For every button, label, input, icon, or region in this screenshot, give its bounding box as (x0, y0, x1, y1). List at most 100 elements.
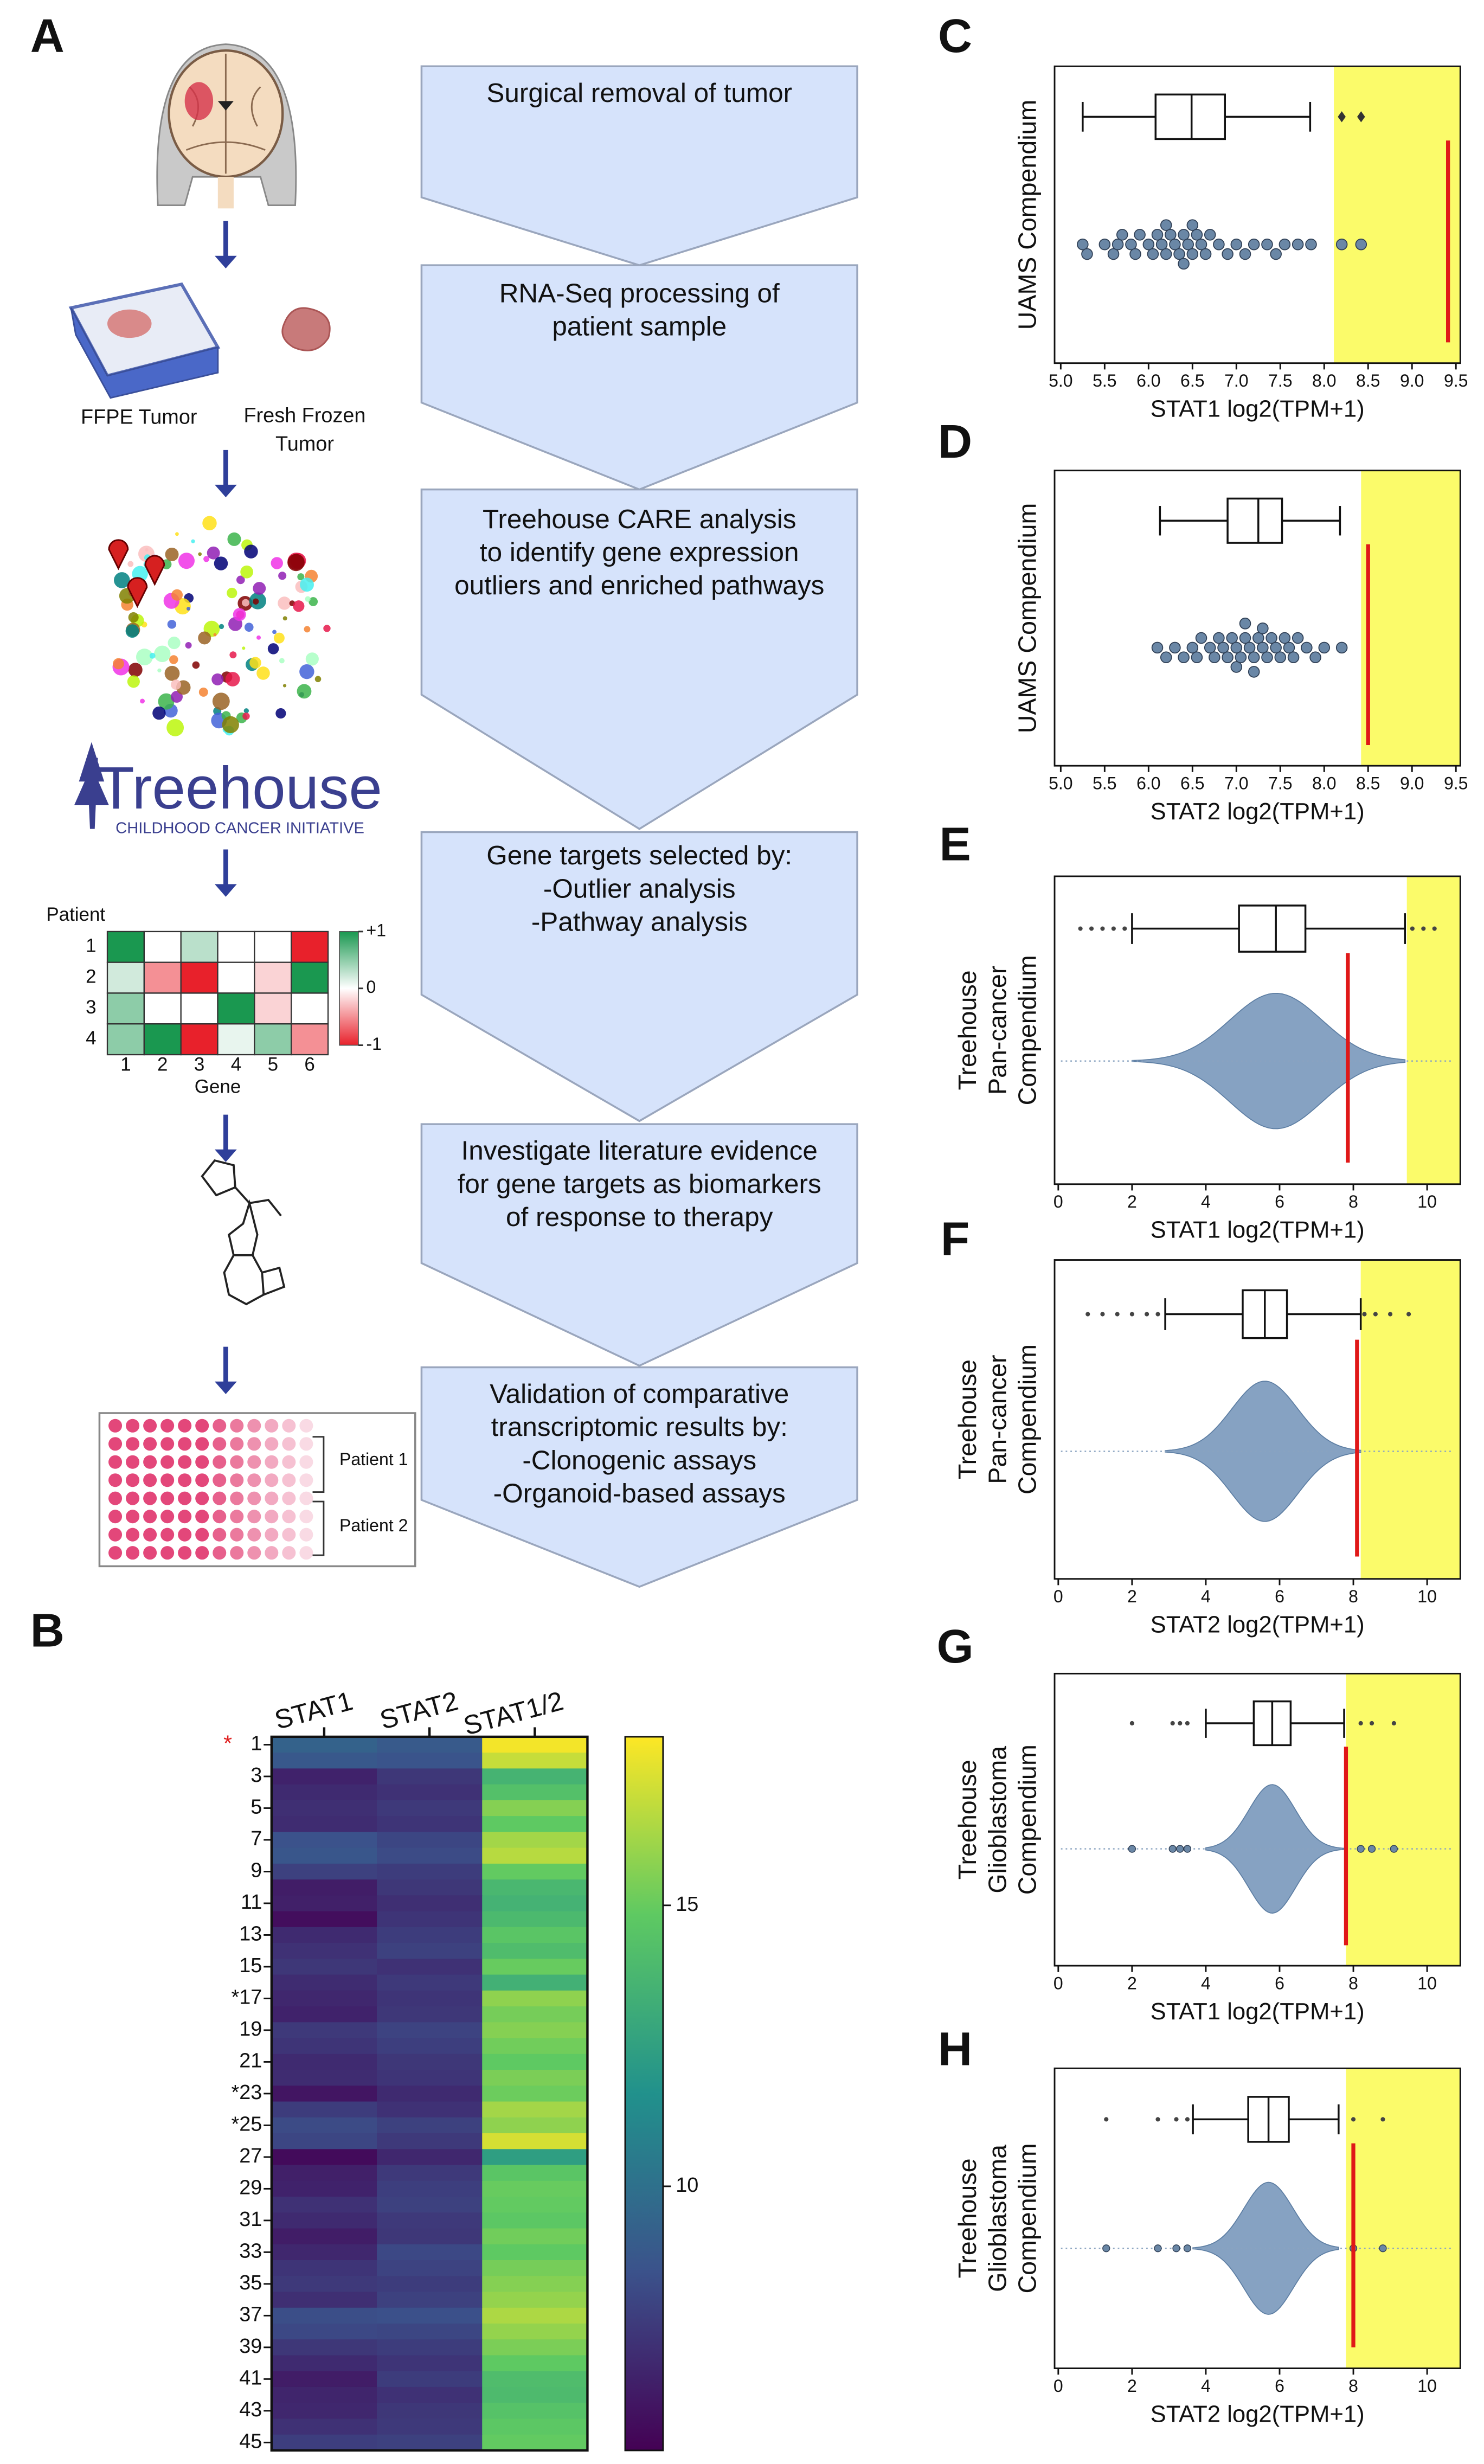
swarm-point (1230, 641, 1243, 654)
neck (217, 177, 234, 209)
heatmap-cell (377, 2197, 483, 2213)
x-axis-label: STAT1 log2(TPM+1) (1151, 1998, 1365, 2025)
well (126, 1510, 140, 1524)
x-tick-label: 6 (1275, 1973, 1284, 1993)
outlier-point (1168, 1845, 1177, 1853)
swarm-point (1257, 622, 1269, 634)
swarm-point (1182, 238, 1194, 251)
cluster-dot (229, 651, 237, 659)
outlier (1362, 1312, 1367, 1317)
cluster-dot (207, 546, 220, 560)
well (213, 1437, 227, 1451)
ffpe-block-side (70, 307, 219, 399)
heatmap-cell (482, 1959, 588, 1975)
heatmap-cell (377, 1974, 483, 1991)
well (178, 1473, 192, 1487)
swarm-point (1186, 248, 1199, 260)
well (143, 1473, 157, 1487)
x-tick-label: 10 (1417, 1973, 1437, 1993)
cluster-dot (154, 645, 171, 663)
heatmap-cell (291, 931, 329, 963)
plot-frame (1053, 470, 1461, 767)
outlier (1115, 1312, 1120, 1317)
heatmap-cell (482, 1943, 588, 1960)
heatmap-cell (482, 2133, 588, 2150)
swarm-point (1301, 641, 1313, 654)
heatmap-cell (377, 2418, 483, 2435)
col-label: 1 (120, 1054, 131, 1075)
swarm-point (1125, 238, 1137, 251)
col-label: 4 (231, 1054, 241, 1075)
x-tick-label: 8 (1348, 1973, 1358, 1993)
cluster-dot (271, 557, 283, 569)
heatmap-cell (482, 1879, 588, 1896)
row-label: 15 (239, 1954, 262, 1977)
cluster-dot (140, 698, 145, 704)
x-tick-label: 5.0 (1049, 774, 1073, 793)
cluster-dot (242, 599, 249, 607)
heatmap-cell (143, 992, 182, 1025)
well (213, 1473, 227, 1487)
heatmap-cell (377, 2323, 483, 2340)
swarm-point (1199, 248, 1212, 260)
red-star: * (223, 1730, 232, 1755)
heatmap-cell (482, 2292, 588, 2308)
well (195, 1437, 209, 1451)
row-label: 11 (241, 1891, 262, 1914)
heatmap-cell (377, 2339, 483, 2356)
heatmap-cell (271, 1816, 377, 1833)
swarm-point (1230, 661, 1243, 673)
cluster-dot (252, 598, 259, 605)
heatmap-cell (377, 1847, 483, 1864)
flow-step-text: Gene targets selected by: (486, 840, 792, 870)
col-title: Gene (195, 1076, 241, 1097)
swarm-point (1209, 651, 1220, 663)
cluster-dot (243, 708, 249, 714)
heatmap-cell (482, 2149, 588, 2166)
y-axis-label: Treehouse (953, 1760, 981, 1879)
heatmap-cell (482, 2054, 588, 2070)
well (282, 1437, 296, 1451)
heatmap-cell (271, 2117, 377, 2134)
swarm-point (1270, 641, 1282, 654)
well (230, 1473, 244, 1487)
heatmap-cell (377, 1911, 483, 1928)
panel-label: D (938, 415, 972, 468)
well (108, 1528, 123, 1542)
well (160, 1455, 175, 1469)
swarm-point (1116, 229, 1128, 241)
heatmap-cell (377, 1736, 483, 1753)
heatmap-cell (271, 1768, 377, 1785)
well (230, 1510, 244, 1524)
heatmap-cell (482, 2197, 588, 2213)
swarm-point (1173, 248, 1185, 260)
swarm-point (1239, 632, 1251, 644)
swarm-point (1217, 641, 1229, 654)
heatmap-cell (254, 961, 292, 994)
cluster-dot (171, 679, 181, 690)
panel-label: H (938, 2022, 972, 2075)
heatmap-cell (482, 2260, 588, 2277)
cluster-dot (275, 708, 286, 719)
heatmap-cell (271, 2386, 377, 2404)
heatmap-cell (482, 2086, 588, 2102)
well (195, 1546, 209, 1560)
well (213, 1510, 227, 1524)
outlier (1178, 1721, 1183, 1726)
heatmap-cell (271, 2165, 377, 2181)
swarm-point (1151, 641, 1164, 654)
heatmap-cell (377, 1895, 483, 1912)
swarm-point (1213, 632, 1225, 644)
heatmap-cell (180, 931, 219, 963)
outlier (1391, 1721, 1396, 1726)
heatmap-cell (377, 2371, 483, 2388)
cluster-dot (273, 632, 285, 644)
flow-step-text: Surgical removal of tumor (486, 78, 792, 108)
plate-label: Patient 2 (339, 1516, 408, 1535)
heatmap-cell (482, 2070, 588, 2087)
cluster-dot (202, 516, 217, 530)
well (230, 1491, 244, 1505)
x-tick-label: 8 (1348, 2376, 1358, 2396)
cluster-dot (125, 624, 139, 638)
heatmap-cell (143, 1023, 182, 1056)
